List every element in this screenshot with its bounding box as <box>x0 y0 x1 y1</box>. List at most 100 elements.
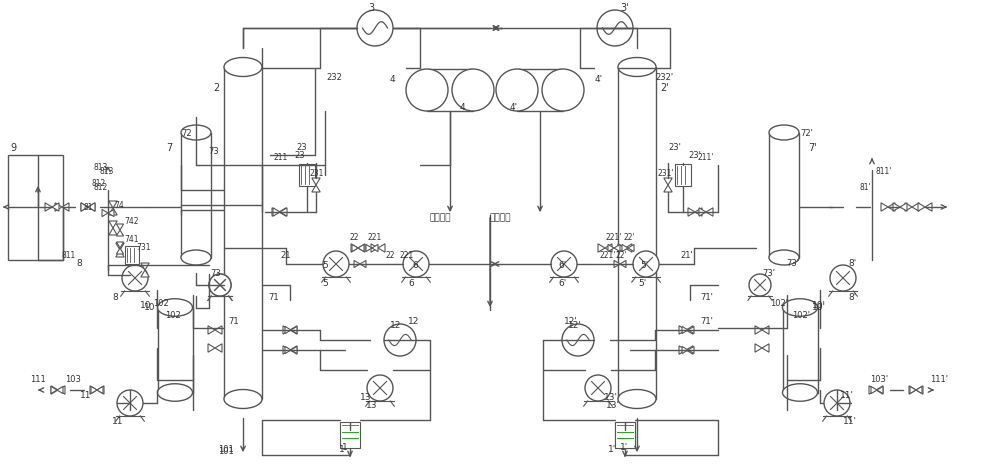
Text: 102': 102' <box>792 311 810 321</box>
Text: 13': 13' <box>606 402 620 411</box>
Text: 13': 13' <box>604 393 618 403</box>
Circle shape <box>357 10 393 46</box>
Polygon shape <box>916 386 922 394</box>
Text: 10: 10 <box>144 303 156 313</box>
Text: 21': 21' <box>680 251 693 260</box>
Circle shape <box>585 375 611 401</box>
Text: 6: 6 <box>412 260 418 269</box>
Polygon shape <box>628 244 634 252</box>
Polygon shape <box>97 386 104 394</box>
Text: 9: 9 <box>10 143 16 153</box>
Polygon shape <box>893 203 900 211</box>
Polygon shape <box>52 203 59 211</box>
Ellipse shape <box>452 69 494 111</box>
Polygon shape <box>312 185 320 192</box>
Polygon shape <box>620 260 626 267</box>
Polygon shape <box>372 244 378 252</box>
Polygon shape <box>755 326 762 334</box>
Polygon shape <box>905 203 912 211</box>
Polygon shape <box>57 386 63 394</box>
Polygon shape <box>116 224 124 230</box>
Polygon shape <box>664 178 672 185</box>
Polygon shape <box>876 386 883 394</box>
Bar <box>427 69 473 111</box>
Text: 811: 811 <box>62 251 76 260</box>
Text: 10': 10' <box>812 301 826 309</box>
Ellipse shape <box>618 390 656 409</box>
Polygon shape <box>918 203 925 211</box>
Text: 11': 11' <box>840 391 854 399</box>
Text: 2: 2 <box>213 83 219 93</box>
Polygon shape <box>871 386 877 394</box>
Text: 813: 813 <box>93 164 107 172</box>
Text: 71: 71 <box>268 294 279 302</box>
Text: 3': 3' <box>620 3 629 13</box>
Text: 221: 221 <box>400 252 414 260</box>
Text: 72': 72' <box>800 129 813 137</box>
Text: 812: 812 <box>93 183 107 192</box>
Polygon shape <box>598 244 605 252</box>
Polygon shape <box>55 203 62 211</box>
Polygon shape <box>351 244 358 252</box>
Ellipse shape <box>224 57 262 76</box>
Polygon shape <box>208 326 215 334</box>
Polygon shape <box>285 346 291 354</box>
Polygon shape <box>312 178 320 185</box>
Text: 103': 103' <box>870 376 888 384</box>
Polygon shape <box>352 244 358 252</box>
Polygon shape <box>900 203 907 211</box>
Polygon shape <box>116 248 124 254</box>
Text: 4: 4 <box>460 103 466 112</box>
Circle shape <box>562 324 594 356</box>
Text: 813: 813 <box>100 167 114 177</box>
Polygon shape <box>625 244 632 252</box>
Ellipse shape <box>769 125 799 140</box>
Text: 71': 71' <box>700 317 713 327</box>
Text: 812: 812 <box>92 178 106 187</box>
Polygon shape <box>97 386 103 394</box>
Text: 6: 6 <box>408 280 414 288</box>
Circle shape <box>830 265 856 291</box>
Polygon shape <box>682 346 688 354</box>
Polygon shape <box>688 346 694 354</box>
Text: 74: 74 <box>114 200 124 210</box>
Polygon shape <box>81 203 88 211</box>
Polygon shape <box>877 386 883 394</box>
Polygon shape <box>622 244 628 252</box>
Circle shape <box>597 10 633 46</box>
Polygon shape <box>371 244 378 252</box>
Text: 5: 5 <box>322 260 328 269</box>
Text: 11': 11' <box>843 418 857 426</box>
Polygon shape <box>699 208 706 216</box>
Ellipse shape <box>782 384 818 401</box>
Bar <box>675 164 691 186</box>
Polygon shape <box>686 326 693 334</box>
Ellipse shape <box>181 125 211 140</box>
Ellipse shape <box>769 250 799 265</box>
Ellipse shape <box>406 69 448 111</box>
Text: 10: 10 <box>140 301 152 309</box>
Polygon shape <box>51 386 58 394</box>
Text: 2': 2' <box>660 83 669 93</box>
Polygon shape <box>58 386 65 394</box>
Polygon shape <box>109 201 117 208</box>
Text: 231: 231 <box>310 170 324 178</box>
Text: 741: 741 <box>124 235 138 245</box>
Polygon shape <box>686 346 693 354</box>
Text: 8': 8' <box>848 293 856 302</box>
Text: 73: 73 <box>210 269 221 279</box>
Ellipse shape <box>542 69 584 111</box>
Polygon shape <box>682 326 688 334</box>
Polygon shape <box>358 244 364 252</box>
Ellipse shape <box>496 69 538 111</box>
Polygon shape <box>116 242 124 248</box>
Polygon shape <box>762 326 769 334</box>
Text: 23': 23' <box>668 144 681 152</box>
Polygon shape <box>910 386 916 394</box>
Text: 742: 742 <box>124 218 138 226</box>
Text: 102': 102' <box>770 299 788 308</box>
Polygon shape <box>762 344 769 352</box>
Circle shape <box>633 251 659 277</box>
Text: 5': 5' <box>640 260 648 269</box>
Polygon shape <box>916 386 923 394</box>
